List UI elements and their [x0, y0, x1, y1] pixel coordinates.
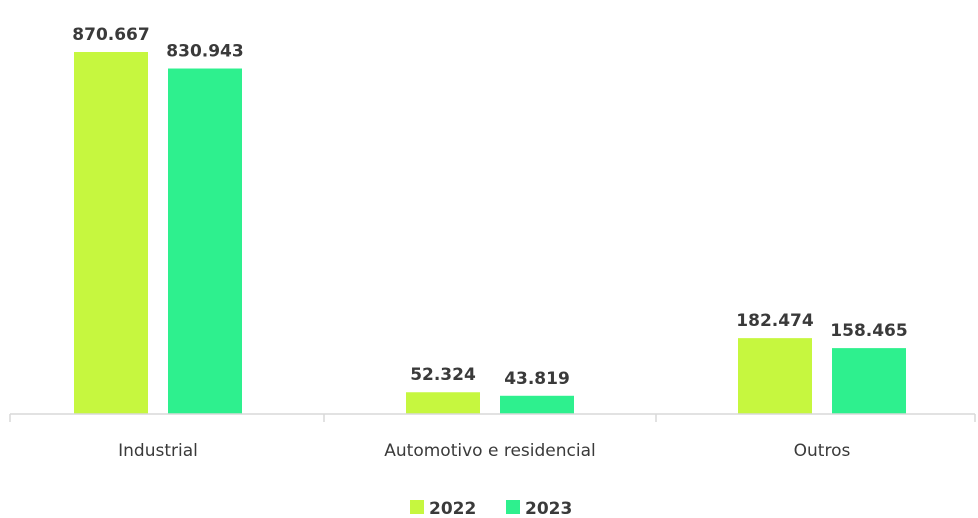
category-label-automotivo-e-residencial: Automotivo e residencial	[384, 441, 595, 461]
category-label-industrial: Industrial	[118, 441, 198, 461]
bar-2022-industrial	[74, 52, 148, 414]
bar-2023-automotivo-e-residencial	[500, 395, 574, 414]
data-label-2023-outros: 158.465	[830, 321, 907, 341]
x-axis-ticks	[9, 414, 976, 422]
legend-label-2022: 2022	[429, 499, 476, 518]
legend-swatch-2022	[410, 500, 424, 514]
category-labels-group: Industrial Automotivo e residencial Outros	[118, 441, 850, 461]
legend-swatch-2023	[506, 500, 520, 514]
bars-group	[74, 52, 906, 414]
category-label-outros: Outros	[794, 441, 851, 461]
data-label-2022-outros: 182.474	[736, 311, 814, 331]
data-label-2023-automotivo-e-residencial: 43.819	[504, 369, 570, 389]
legend-item-2022: 2022	[410, 499, 476, 518]
bar-2023-industrial	[168, 68, 242, 414]
legend: 2022 2023	[410, 499, 572, 518]
bar-2022-automotivo-e-residencial	[406, 392, 480, 414]
bar-2022-outros	[738, 338, 812, 414]
data-label-2022-automotivo-e-residencial: 52.324	[410, 365, 476, 385]
data-label-2023-industrial: 830.943	[166, 42, 243, 62]
legend-item-2023: 2023	[506, 499, 572, 518]
data-label-2022-industrial: 870.667	[72, 25, 149, 45]
bar-2023-outros	[832, 348, 906, 414]
data-labels-group: 870.667 830.943 52.324 43.819 182.474 158.465	[72, 25, 907, 389]
legend-label-2023: 2023	[525, 499, 572, 518]
